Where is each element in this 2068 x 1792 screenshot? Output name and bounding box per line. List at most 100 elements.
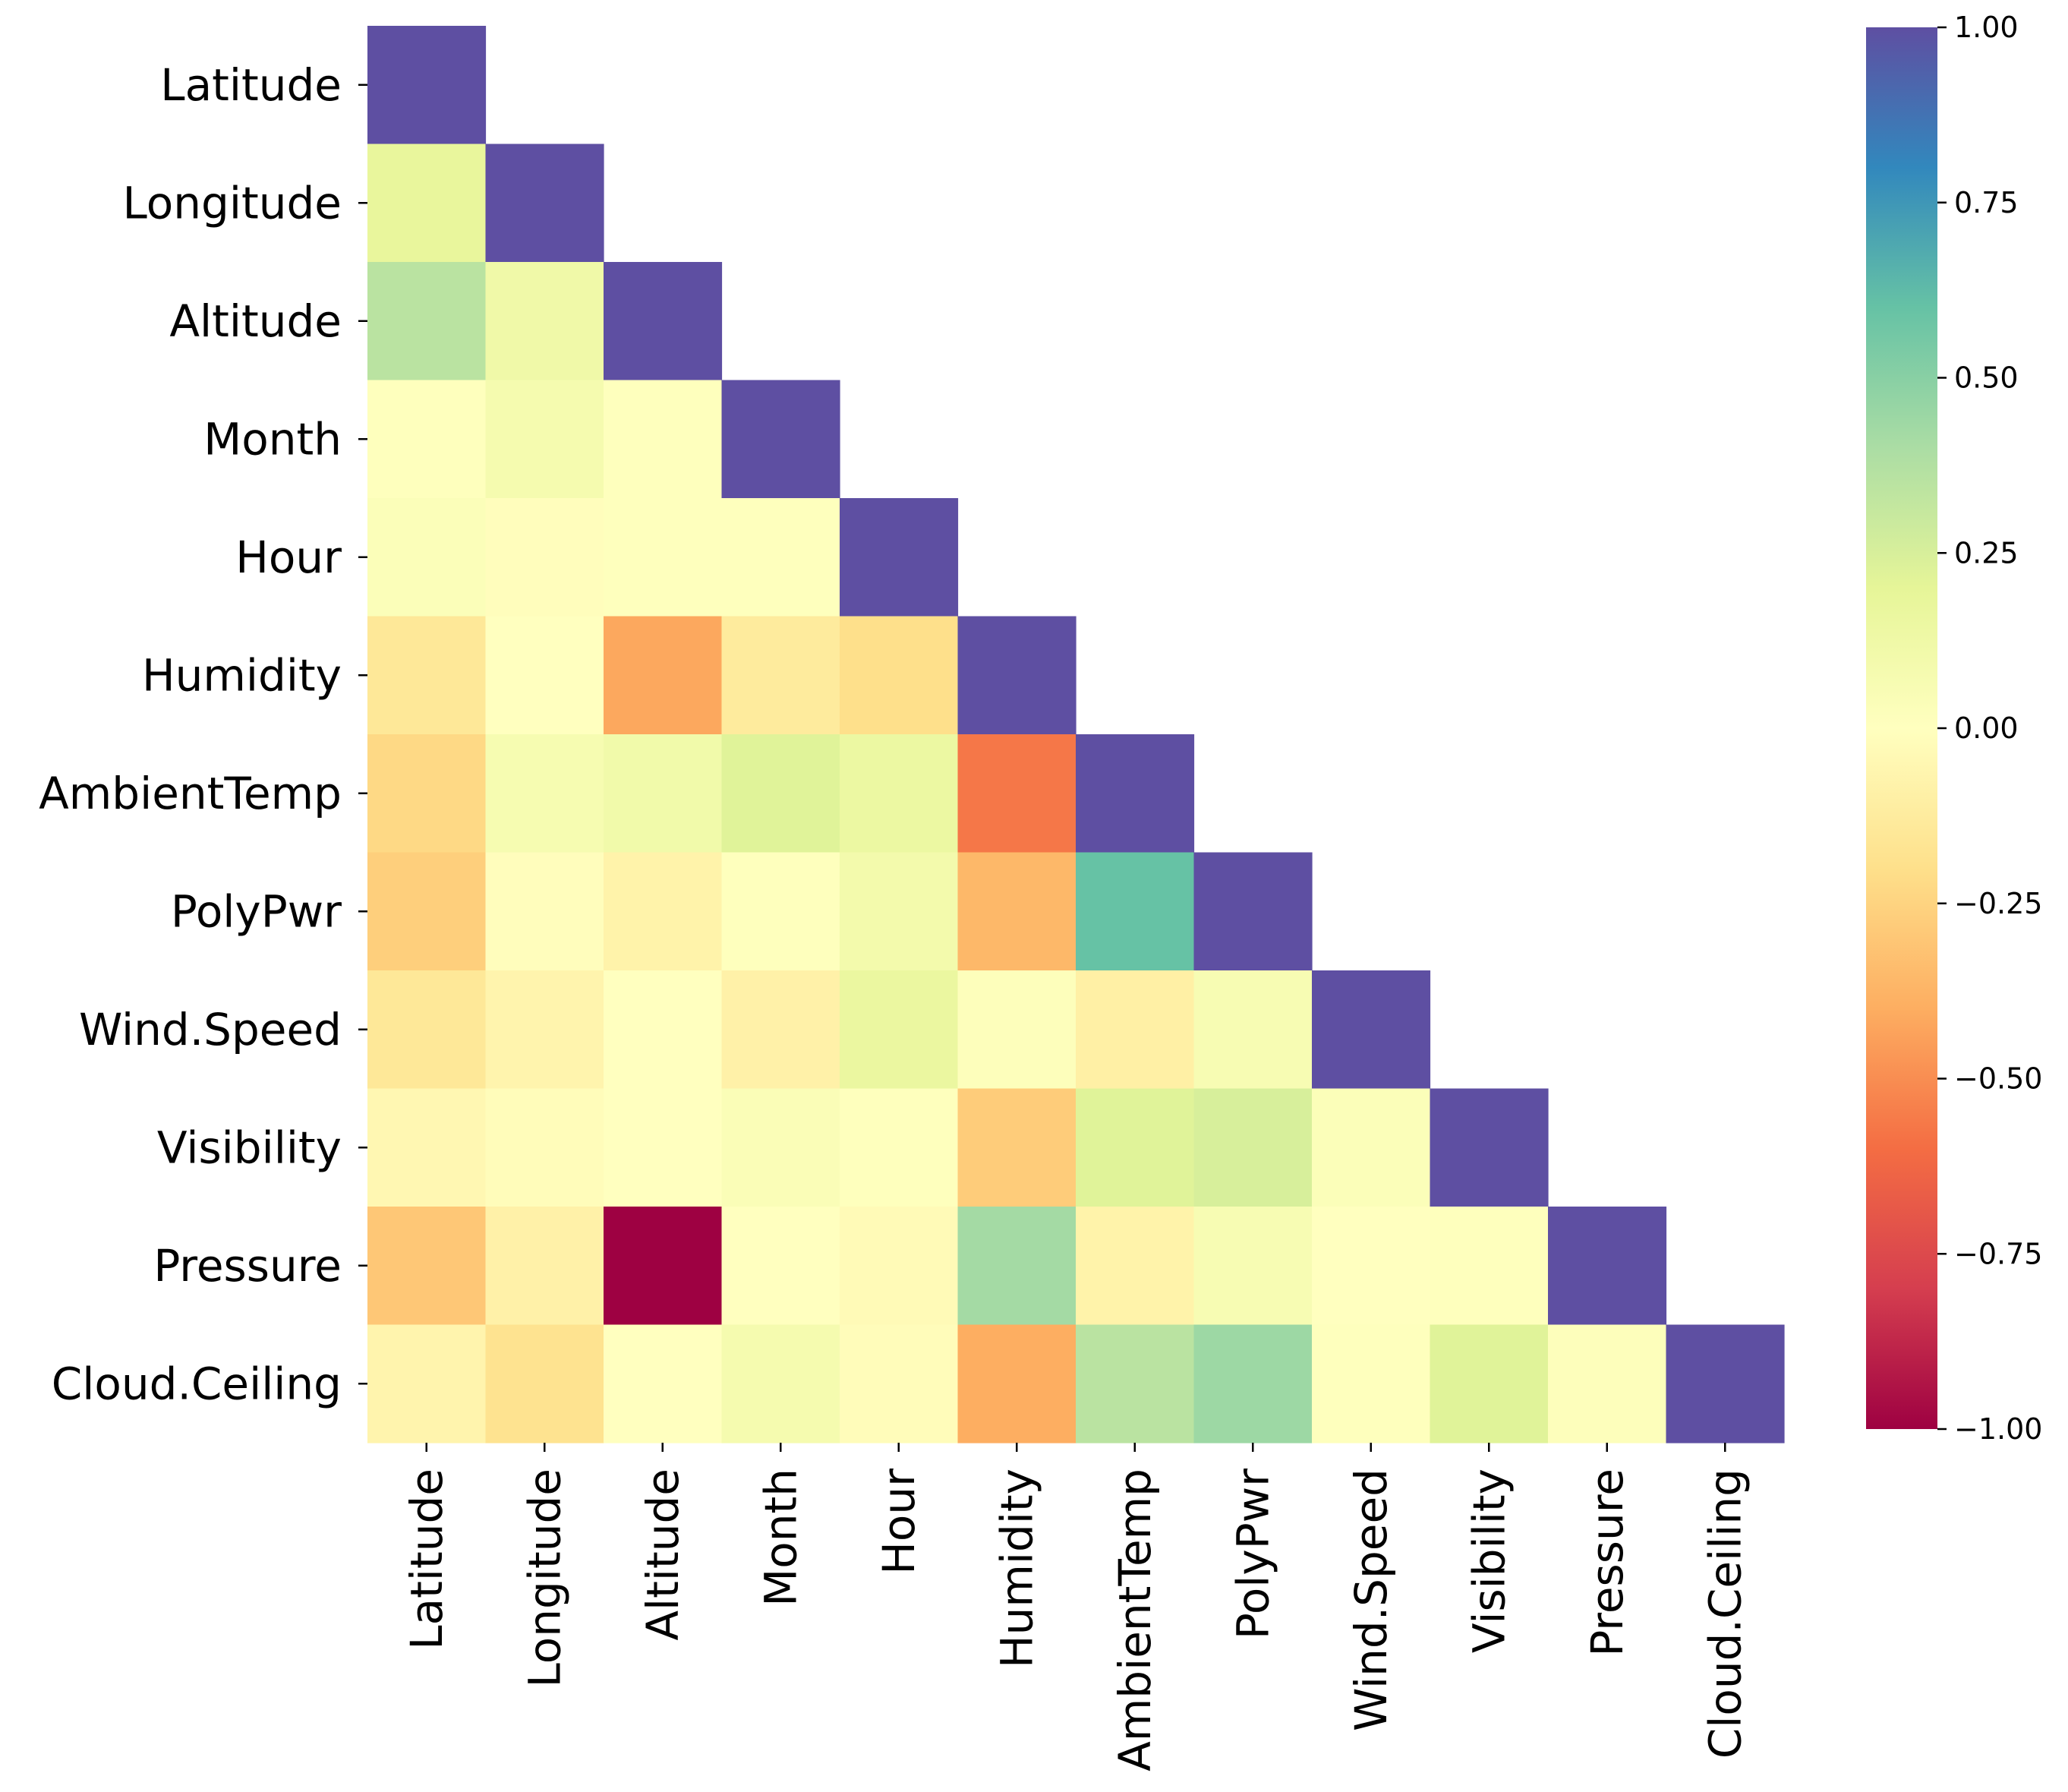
heatmap-cell-cloud-ceiling-altitude <box>604 1324 723 1443</box>
y-tick-label: Longitude <box>123 177 342 229</box>
heatmap-cell-cloud-ceiling-ambienttemp <box>1076 1324 1195 1443</box>
y-tick-label: AmbientTemp <box>39 768 342 819</box>
x-tick-label: Humidity <box>991 1469 1042 1668</box>
heatmap-cell-wind-speed-polypwr <box>1193 970 1313 1090</box>
x-tick-label: Longitude <box>519 1469 570 1687</box>
y-tick-label: Humidity <box>142 649 342 701</box>
heatmap-cell-ambienttemp-month <box>721 734 840 853</box>
heatmap-cell-pressure-wind-speed <box>1312 1207 1431 1326</box>
x-tick-label: Month <box>755 1469 806 1607</box>
heatmap-cell-visibility-longitude <box>485 1088 604 1207</box>
heatmap-cell-visibility-wind-speed <box>1312 1088 1431 1207</box>
heatmap-cell-month-longitude <box>485 380 604 499</box>
y-tick-label: Latitude <box>160 59 342 111</box>
heatmap-cell-altitude-altitude <box>604 262 723 381</box>
y-tick-label: Wind.Speed <box>79 1004 342 1055</box>
heatmap-cell-cloud-ceiling-humidity <box>957 1324 1077 1443</box>
heatmap-cell-cloud-ceiling-month <box>721 1324 840 1443</box>
heatmap-cell-visibility-altitude <box>604 1088 723 1207</box>
heatmap-cell-visibility-hour <box>840 1088 959 1207</box>
heatmap-cell-polypwr-longitude <box>485 852 604 971</box>
y-axis: Latitude Longitude Altitude Month Hour Humidi… <box>39 59 367 1409</box>
y-tick-label: PolyPwr <box>171 885 342 937</box>
y-tick-label: Visibility <box>157 1122 342 1173</box>
heatmap-cell-latitude-latitude <box>367 26 487 145</box>
heatmap-cell-polypwr-humidity <box>957 852 1077 971</box>
colorbar-tick-label: −0.50 <box>1954 1062 2042 1096</box>
colorbar-tick-label: 0.75 <box>1954 186 2019 219</box>
y-tick-label: Cloud.Ceiling <box>52 1358 342 1409</box>
heatmap-cell-cloud-ceiling-polypwr <box>1193 1324 1313 1443</box>
heatmap-cell-cloud-ceiling-wind-speed <box>1312 1324 1431 1443</box>
heatmap-cell-pressure-humidity <box>957 1207 1077 1326</box>
x-axis: Latitude Longitude Altitude Month Hour Humidi… <box>401 1443 1751 1771</box>
x-tick-label: AmbientTemp <box>1109 1469 1161 1771</box>
heatmap-cell-altitude-longitude <box>485 262 604 381</box>
colorbar-tick-label: −0.75 <box>1954 1237 2042 1270</box>
heatmap-cell-ambienttemp-longitude <box>485 734 604 853</box>
heatmap-cell-month-altitude <box>604 380 723 499</box>
heatmap-cell-cloud-ceiling-hour <box>840 1324 959 1443</box>
heatmap-cell-visibility-visibility <box>1430 1088 1549 1207</box>
heatmap-cell-cloud-ceiling-cloud-ceiling <box>1666 1324 1785 1443</box>
heatmap-cell-visibility-polypwr <box>1193 1088 1313 1207</box>
heatmap-cell-pressure-visibility <box>1430 1207 1549 1326</box>
heatmap-cell-humidity-hour <box>840 616 959 735</box>
heatmap-cell-cloud-ceiling-visibility <box>1430 1324 1549 1443</box>
heatmap-cell-cloud-ceiling-latitude <box>367 1324 487 1443</box>
heatmap-cell-polypwr-altitude <box>604 852 723 971</box>
heatmap-cell-hour-altitude <box>604 498 723 617</box>
heatmap-cell-visibility-humidity <box>957 1088 1077 1207</box>
heatmap-cell-wind-speed-hour <box>840 970 959 1090</box>
heatmap-cell-hour-latitude <box>367 498 487 617</box>
x-tick-label: PolyPwr <box>1227 1469 1278 1639</box>
y-tick-label: Month <box>203 413 342 465</box>
heatmap-cell-wind-speed-longitude <box>485 970 604 1090</box>
colorbar: 1.00 0.75 0.50 0.25 0.00 −0.25 −0.50 −0.75 −1.00 <box>1866 11 2042 1446</box>
heatmap-cell-pressure-latitude <box>367 1207 487 1326</box>
heatmap-cell-pressure-pressure <box>1548 1207 1667 1326</box>
heatmap-cell-polypwr-polypwr <box>1193 852 1313 971</box>
colorbar-tick-label: −1.00 <box>1954 1412 2042 1446</box>
x-tick-label: Cloud.Ceiling <box>1699 1469 1751 1759</box>
heatmap-cell-cloud-ceiling-pressure <box>1548 1324 1667 1443</box>
y-tick-label: Pressure <box>153 1240 342 1292</box>
heatmap-cell-wind-speed-humidity <box>957 970 1077 1090</box>
heatmap-cell-wind-speed-altitude <box>604 970 723 1090</box>
heatmap-cell-cloud-ceiling-longitude <box>485 1324 604 1443</box>
heatmap-cell-ambienttemp-humidity <box>957 734 1077 853</box>
heatmap-cell-humidity-longitude <box>485 616 604 735</box>
heatmap-cell-hour-longitude <box>485 498 604 617</box>
x-tick-label: Wind.Speed <box>1345 1469 1397 1731</box>
heatmap-cell-humidity-latitude <box>367 616 487 735</box>
heatmap-cell-pressure-longitude <box>485 1207 604 1326</box>
heatmap-cell-longitude-longitude <box>485 144 604 263</box>
heatmap-cell-hour-month <box>721 498 840 617</box>
heatmap-cell-wind-speed-month <box>721 970 840 1090</box>
colorbar-tick-label: 0.50 <box>1954 361 2019 395</box>
heatmap-cell-month-latitude <box>367 380 487 499</box>
heatmap-cell-humidity-month <box>721 616 840 735</box>
heatmap-cell-polypwr-hour <box>840 852 959 971</box>
heatmap-cell-altitude-latitude <box>367 262 487 381</box>
heatmap-cell-hour-hour <box>840 498 959 617</box>
y-tick-label: Hour <box>235 532 342 583</box>
heatmap-cell-humidity-altitude <box>604 616 723 735</box>
x-tick-label: Pressure <box>1581 1469 1633 1657</box>
heatmap-cell-visibility-ambienttemp <box>1076 1088 1195 1207</box>
heatmap-cell-polypwr-ambienttemp <box>1076 852 1195 971</box>
heatmap-cell-ambienttemp-ambienttemp <box>1076 734 1195 853</box>
heatmap-cell-wind-speed-ambienttemp <box>1076 970 1195 1090</box>
heatmap-cells <box>367 26 1785 1443</box>
heatmap-cell-pressure-ambienttemp <box>1076 1207 1195 1326</box>
colorbar-tick-label: −0.25 <box>1954 887 2042 920</box>
x-tick-label: Altitude <box>637 1469 689 1641</box>
heatmap-cell-visibility-month <box>721 1088 840 1207</box>
x-tick-label: Hour <box>873 1469 925 1575</box>
heatmap-cell-longitude-latitude <box>367 144 487 263</box>
heatmap-cell-pressure-month <box>721 1207 840 1326</box>
heatmap-cell-wind-speed-latitude <box>367 970 487 1090</box>
colorbar-tick-label: 0.00 <box>1954 711 2019 745</box>
heatmap-cell-pressure-polypwr <box>1193 1207 1313 1326</box>
